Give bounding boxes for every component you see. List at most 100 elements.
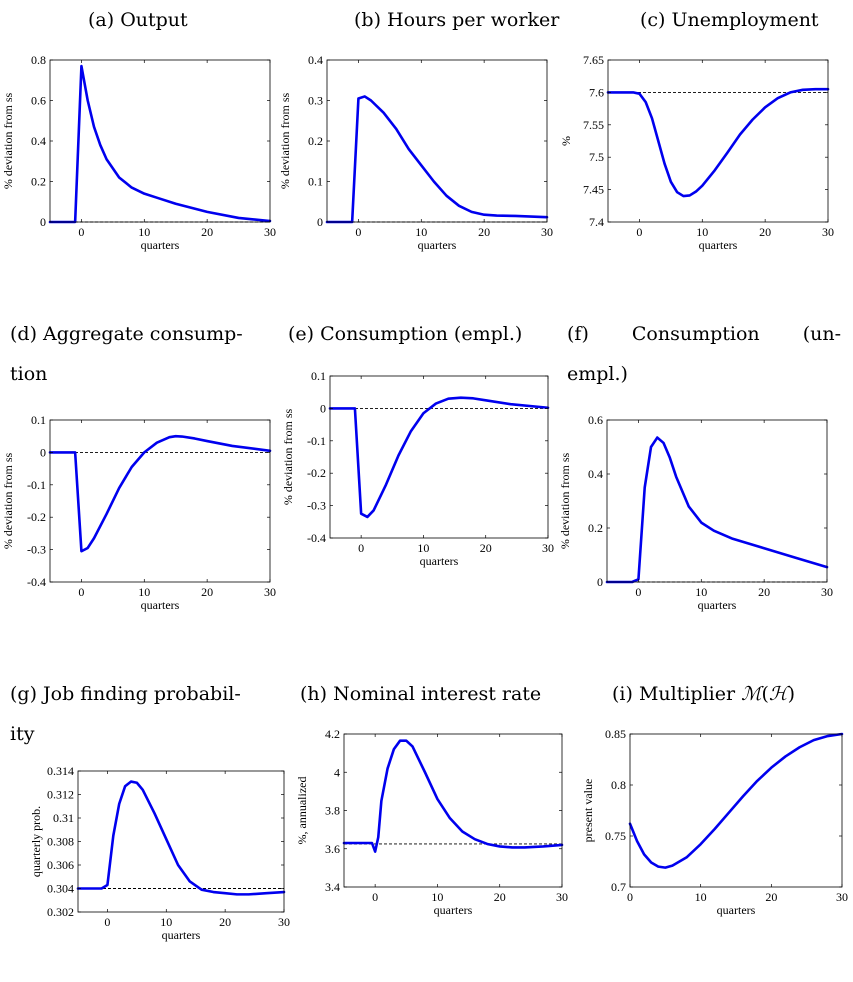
x-tick-label: 30 <box>264 225 276 239</box>
x-tick-label: 0 <box>635 585 641 599</box>
x-tick-label: 0 <box>104 915 110 929</box>
x-tick-label: 0 <box>636 225 642 239</box>
axes-box <box>77 770 285 913</box>
x-axis-label: quarters <box>717 903 756 917</box>
x-axis-label: quarters <box>418 238 457 252</box>
x-tick-label: 0 <box>78 585 84 599</box>
x-tick-label: 30 <box>264 585 276 599</box>
x-tick-label: 20 <box>201 585 213 599</box>
y-tick-label: -0.2 <box>27 510 46 524</box>
x-axis-label: quarters <box>162 928 201 942</box>
chart-job-finding: 0 10 20 30 0.302 0.304 0.306 0.308 0.31 0.312 0.31… <box>29 764 290 942</box>
y-tick-label: 0.1 <box>31 413 46 427</box>
y-tick-label: 7.6 <box>589 85 604 99</box>
y-tick-label: 0.4 <box>31 134 46 148</box>
y-tick-label: 0.6 <box>31 94 46 108</box>
y-tick-label: 0.2 <box>588 521 603 535</box>
x-tick-label: 20 <box>759 225 771 239</box>
panel-title-d: (d) Aggregate consump-tion <box>10 323 243 385</box>
x-tick-label: 30 <box>556 890 568 904</box>
y-tick-label: 0.1 <box>311 369 326 383</box>
x-tick-label: 10 <box>138 225 150 239</box>
x-tick-label: 0 <box>358 541 364 555</box>
series-line-0 <box>628 732 844 869</box>
y-axis-label: % deviation from ss <box>1 93 15 190</box>
y-tick-label: 0 <box>597 575 603 589</box>
chart-hours: 0 10 20 30 0 0.1 0.2 0.3 0.4 quarters % deviation … <box>278 53 553 252</box>
y-tick-label: -0.4 <box>307 531 326 545</box>
x-tick-label: 20 <box>480 541 492 555</box>
x-tick-label: 30 <box>541 225 553 239</box>
y-tick-label: 0.6 <box>588 413 603 427</box>
axes-box <box>629 733 843 888</box>
x-tick-label: 20 <box>765 890 777 904</box>
y-tick-label: 0.1 <box>308 175 323 189</box>
chart-multiplier: 0 10 20 30 0.7 0.75 0.8 0.85 quarters present val… <box>581 727 848 917</box>
chart-consumption-empl: 0 10 20 30 -0.4 -0.3 -0.2 -0.1 0 0.1 quarters % dev… <box>281 369 554 568</box>
y-axis-label: %, annualized <box>295 777 309 845</box>
x-axis-label: quarters <box>141 598 180 612</box>
y-tick-label: 0.306 <box>47 858 74 872</box>
x-tick-label: 20 <box>219 915 231 929</box>
y-tick-label: 0 <box>40 445 46 459</box>
y-tick-label: 0.4 <box>308 53 323 67</box>
y-tick-label: 3.4 <box>325 880 340 894</box>
x-tick-label: 30 <box>542 541 554 555</box>
y-tick-label: 3.6 <box>325 842 340 856</box>
series-line-0 <box>76 780 286 896</box>
y-axis-label: % deviation from ss <box>1 453 15 550</box>
panel-title-f: (f) Consumption (un- <box>567 323 841 345</box>
series-line-0 <box>342 739 564 853</box>
y-axis-label: present value <box>581 779 595 843</box>
chart-consumption-unempl: 0 10 20 30 0 0.2 0.4 0.6 quarters % deviation fro… <box>558 413 833 612</box>
y-tick-label: -0.2 <box>307 466 326 480</box>
y-tick-label: 7.5 <box>589 150 604 164</box>
panel-title-c: (c) Unemployment <box>640 9 819 31</box>
y-axis-label: quarterly prob. <box>29 806 43 877</box>
y-tick-label: 7.45 <box>583 183 604 197</box>
x-tick-label: 10 <box>417 541 429 555</box>
y-tick-label: 0.8 <box>31 53 46 67</box>
y-tick-label: 3.8 <box>325 804 340 818</box>
chart-output: 0 10 20 30 0 0.2 0.4 0.6 0.8 quarters % deviation … <box>1 53 276 252</box>
y-tick-label: 0.7 <box>611 880 626 894</box>
y-tick-label: 0 <box>320 401 326 415</box>
series-line-0 <box>328 396 550 519</box>
x-tick-label: 10 <box>695 890 707 904</box>
y-tick-label: 0.2 <box>308 134 323 148</box>
x-tick-label: 30 <box>836 890 848 904</box>
y-tick-label: 0.312 <box>47 788 74 802</box>
panel-title-b: (b) Hours per worker <box>354 9 560 31</box>
x-tick-label: 0 <box>78 225 84 239</box>
x-tick-label: 10 <box>160 915 172 929</box>
axes-box <box>329 375 549 539</box>
x-axis-label: quarters <box>434 903 473 917</box>
y-axis-label: % deviation from ss <box>281 409 295 506</box>
y-tick-label: -0.1 <box>307 434 326 448</box>
x-tick-label: 20 <box>494 890 506 904</box>
y-tick-label: -0.4 <box>27 575 46 589</box>
panel-title-a: (a) Output <box>88 9 188 31</box>
x-tick-label: 20 <box>478 225 490 239</box>
y-tick-label: 4.2 <box>325 727 340 741</box>
x-axis-label: quarters <box>141 238 180 252</box>
x-axis-label: quarters <box>698 598 737 612</box>
x-tick-label: 10 <box>695 585 707 599</box>
y-tick-label: 0.75 <box>605 829 626 843</box>
y-tick-label: 0.31 <box>53 811 74 825</box>
x-tick-label: 20 <box>201 225 213 239</box>
series-line-0 <box>48 434 272 553</box>
y-tick-label: 0.314 <box>47 764 74 778</box>
panel-title-h: (h) Nominal interest rate <box>300 683 542 705</box>
y-tick-label: 0.4 <box>588 467 603 481</box>
panel-title-f-line2: empl.) <box>567 363 628 385</box>
y-tick-label: 0.85 <box>605 727 626 741</box>
series-line-0 <box>48 64 272 224</box>
series-line-0 <box>325 95 549 224</box>
x-axis-label: quarters <box>420 554 459 568</box>
x-axis-label: quarters <box>699 238 738 252</box>
y-tick-label: 0.304 <box>47 882 74 896</box>
x-tick-label: 30 <box>278 915 290 929</box>
axes-box <box>49 419 271 583</box>
x-tick-label: 30 <box>822 225 834 239</box>
